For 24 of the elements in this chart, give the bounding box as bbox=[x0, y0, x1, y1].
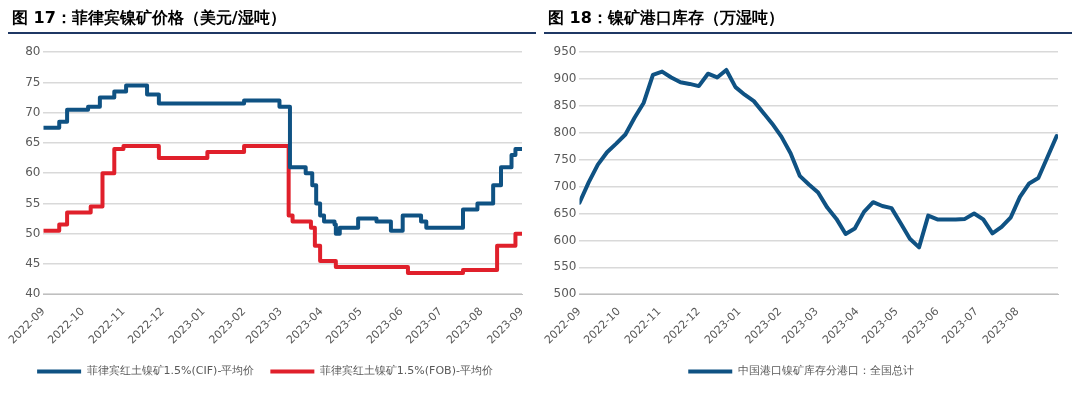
y-tick-label: 70 bbox=[25, 104, 41, 119]
y-tick-label: 800 bbox=[553, 124, 577, 139]
y-tick-label: 600 bbox=[553, 232, 577, 247]
y-tick-label: 500 bbox=[553, 286, 577, 301]
y-tick-label: 80 bbox=[25, 44, 41, 59]
y-tick-label: 60 bbox=[25, 165, 41, 180]
y-tick-label: 750 bbox=[553, 151, 577, 166]
y-tick-label: 700 bbox=[553, 178, 577, 193]
chart-title: 图 17：菲律宾镍矿价格（美元/湿吨） bbox=[8, 8, 536, 34]
y-tick-label: 850 bbox=[553, 98, 577, 113]
y-tick-label: 45 bbox=[25, 256, 41, 271]
legend-label: 中国港口镍矿库存分港口：全国总计 bbox=[737, 364, 914, 378]
legend-label: 菲律宾红土镍矿1.5%(CIF)-平均价 bbox=[86, 364, 255, 378]
y-tick-label: 65 bbox=[25, 135, 41, 150]
y-tick-label: 550 bbox=[553, 259, 577, 274]
y-tick-label: 55 bbox=[25, 195, 41, 210]
y-tick-label: 75 bbox=[25, 74, 41, 89]
y-tick-label: 900 bbox=[553, 71, 577, 86]
y-tick-label: 950 bbox=[553, 44, 577, 59]
legend-label: 菲律宾红土镍矿1.5%(FOB)-平均价 bbox=[319, 364, 493, 378]
y-tick-label: 40 bbox=[25, 286, 41, 301]
y-tick-label: 650 bbox=[553, 205, 577, 220]
y-tick-label: 50 bbox=[25, 225, 41, 240]
chart-title: 图 18：镍矿港口库存（万湿吨） bbox=[544, 8, 1072, 34]
